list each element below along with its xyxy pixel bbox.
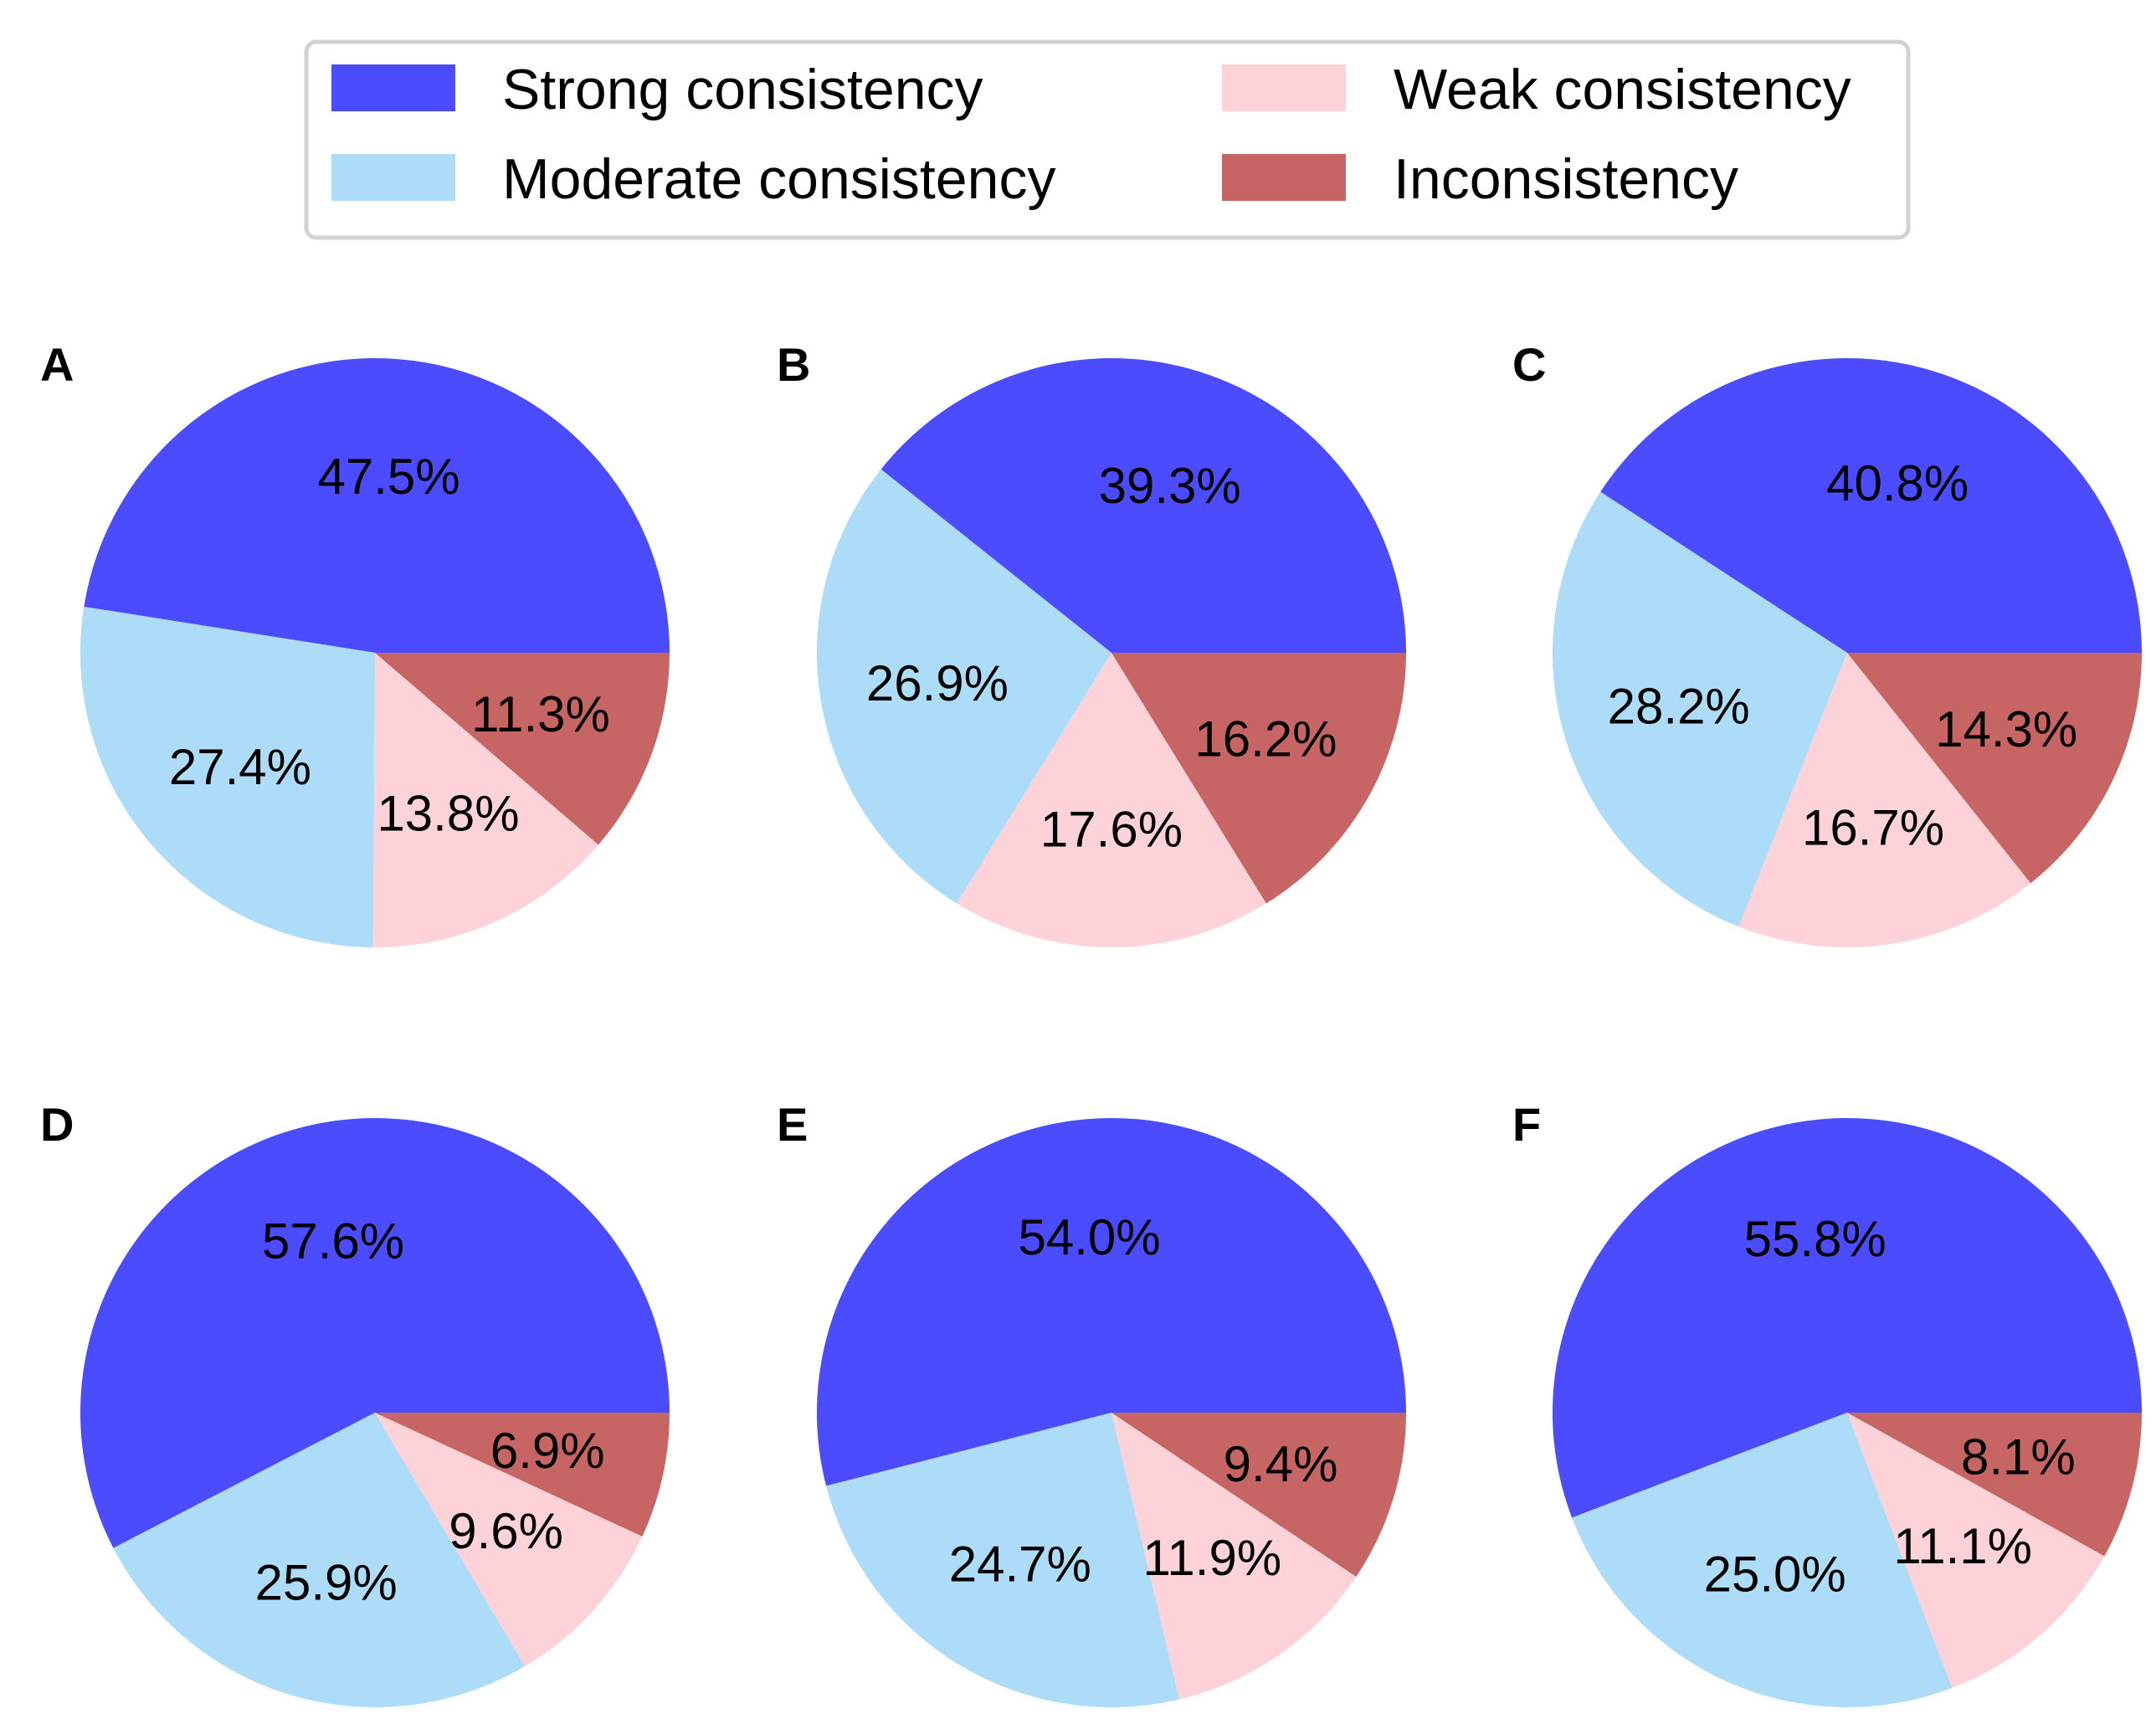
pie-c-slice-inconsistency — [1847, 653, 2142, 884]
pie-b-label-weak-consistency: 17.6% — [1040, 802, 1183, 858]
pie-a-slice-strong-consistency — [84, 357, 670, 653]
pie-f-slice-moderate-consistency — [1572, 1413, 1953, 1707]
pie-c-label-inconsistency: 14.3% — [1935, 701, 2077, 757]
legend: Strong consistency Weak consistency Modera… — [304, 39, 1911, 240]
legend-swatch-moderate-consistency — [331, 154, 455, 201]
pie-d-slice-moderate-consistency — [113, 1413, 526, 1707]
pie-panel-b: B 39.3% 26.9% 17.6%16.2% — [777, 338, 1406, 947]
pie-c-label-strong-consistency: 40.8% — [1826, 455, 1969, 511]
pie-d-slice-strong-consistency — [80, 1117, 670, 1548]
pie-b-slice-strong-consistency — [880, 358, 1406, 653]
pie-e-label-inconsistency: 9.4% — [1224, 1436, 1338, 1492]
pie-f-label-strong-consistency: 55.8% — [1744, 1211, 1887, 1267]
pie-b-label-moderate-consistency: 26.9% — [866, 655, 1009, 711]
panel-letter-a: A — [40, 338, 74, 391]
pie-panel-e: E 54.0% 24.7% 11.9% 9.4% — [777, 1098, 1406, 1707]
panel-letter-e: E — [777, 1098, 808, 1151]
panel-letter-d: D — [40, 1098, 74, 1151]
pie-b-slice-moderate-consistency — [817, 469, 1111, 904]
pie-b-slice-weak-consistency — [957, 653, 1266, 947]
pie-panel-f: F 55.8% 25.0% 11.1% 8.1% — [1512, 1098, 2142, 1707]
legend-swatch-weak-consistency — [1222, 64, 1346, 111]
pie-d-label-strong-consistency: 57.6% — [262, 1213, 404, 1269]
pie-d-slice-weak-consistency — [375, 1413, 643, 1666]
pie-panel-a: A 47.5% 27.4% 13.8% 11.3% — [40, 338, 670, 947]
pie-a-slice-weak-consistency — [372, 653, 598, 947]
pie-a-label-strong-consistency: 47.5% — [317, 449, 459, 505]
legend-swatch-strong-consistency — [331, 64, 455, 111]
panel-letter-c: C — [1512, 338, 1546, 391]
pie-d-label-moderate-consistency: 25.9% — [255, 1555, 398, 1611]
pie-f-label-inconsistency: 8.1% — [1961, 1429, 2076, 1485]
pie-e-slice-moderate-consistency — [826, 1413, 1180, 1707]
pie-panel-d: D 57.6% 25.9% 9.6% 6.9% — [40, 1098, 670, 1707]
pie-c-slice-weak-consistency — [1738, 653, 2031, 947]
pie-e-slice-inconsistency — [1111, 1413, 1406, 1578]
pie-e-slice-weak-consistency — [1111, 1413, 1357, 1700]
pie-e-label-moderate-consistency: 24.7% — [949, 1536, 1091, 1592]
legend-frame — [304, 39, 1911, 240]
pie-a-slice-inconsistency — [375, 653, 670, 845]
pie-a-label-moderate-consistency: 27.4% — [169, 739, 311, 795]
pie-b-slice-inconsistency — [1111, 653, 1406, 904]
pie-d-label-inconsistency: 6.9% — [490, 1423, 605, 1479]
panel-letter-f: F — [1512, 1098, 1541, 1151]
legend-swatch-inconsistency — [1222, 154, 1346, 201]
legend-label-inconsistency: Inconsistency — [1394, 147, 1738, 211]
pie-a-slice-moderate-consistency — [80, 606, 376, 947]
legend-label-weak-consistency: Weak consistency — [1394, 58, 1851, 121]
pie-d-slice-inconsistency — [375, 1413, 670, 1537]
legend-label-moderate-consistency: Moderate consistency — [502, 147, 1055, 211]
pie-panels: A47.5%27.4%13.8%11.3%B39.3%26.9%17.6%16.… — [40, 338, 2142, 1707]
pie-a-label-inconsistency: 11.3% — [471, 686, 610, 742]
pie-f-slice-inconsistency — [1847, 1413, 2142, 1557]
pie-e-slice-strong-consistency — [817, 1117, 1406, 1486]
pie-d-label-weak-consistency: 9.6% — [449, 1503, 563, 1559]
panel-letter-b: B — [777, 338, 810, 391]
pie-e-label-strong-consistency: 54.0% — [1018, 1209, 1160, 1265]
pie-c-slice-strong-consistency — [1600, 358, 2142, 653]
pie-e-label-weak-consistency: 11.9% — [1143, 1530, 1282, 1586]
pie-f-label-moderate-consistency: 25.0% — [1704, 1546, 1846, 1602]
pie-f-label-weak-consistency: 11.1% — [1893, 1518, 2032, 1574]
pie-panel-c: C 40.8% 28.2% 16.7% 14.3% — [1512, 338, 2142, 947]
pie-c-slice-moderate-consistency — [1553, 491, 1847, 927]
pie-f-slice-strong-consistency — [1553, 1117, 2142, 1518]
pie-c-label-moderate-consistency: 28.2% — [1608, 679, 1750, 735]
pie-b-label-inconsistency: 16.2% — [1194, 711, 1337, 767]
pie-a-label-weak-consistency: 13.8% — [377, 786, 519, 842]
legend-label-strong-consistency: Strong consistency — [502, 58, 983, 121]
pie-c-label-weak-consistency: 16.7% — [1802, 799, 1944, 855]
pie-b-label-strong-consistency: 39.3% — [1099, 458, 1241, 514]
pie-f-slice-weak-consistency — [1847, 1413, 2105, 1688]
